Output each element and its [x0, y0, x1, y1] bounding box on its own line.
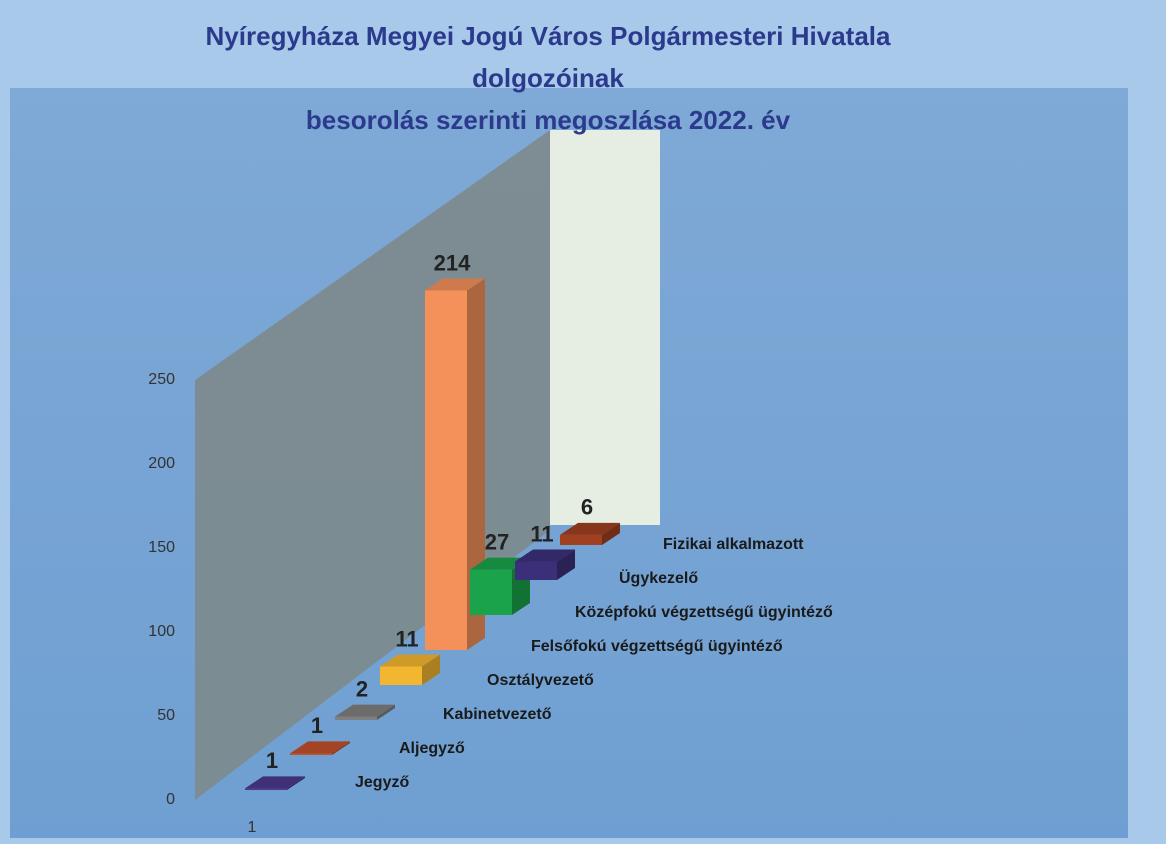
value-label: 11 — [530, 521, 553, 546]
bar-top — [515, 549, 575, 562]
category-label: Középfokú végzettségű ügyintéző — [575, 604, 833, 621]
bar — [425, 290, 467, 650]
bar-side — [332, 741, 350, 755]
value-label: 27 — [485, 529, 509, 554]
category-label: Jegyző — [355, 774, 409, 791]
side-wall — [550, 130, 660, 525]
chart-title: besorolás szerinti megoszlása 2022. év — [306, 105, 791, 135]
y-tick-label: 0 — [166, 791, 175, 808]
category-label: Kabinetvezető — [443, 706, 552, 723]
bar — [560, 534, 602, 545]
bar-top — [560, 522, 620, 535]
value-label: 1 — [266, 748, 278, 773]
category-label: Osztályvezető — [487, 672, 594, 689]
bar-side — [422, 654, 440, 685]
category-label: Ügykezelő — [619, 568, 698, 587]
y-tick-label: 50 — [157, 707, 175, 724]
y-tick-label: 150 — [148, 539, 175, 556]
bar — [335, 716, 377, 720]
value-label: 1 — [311, 713, 323, 738]
bar-side — [602, 522, 620, 545]
bar-top — [425, 278, 485, 291]
bar — [470, 569, 512, 615]
x-axis-label: 1 — [248, 819, 257, 836]
bar-top — [290, 741, 350, 754]
bar-top — [380, 654, 440, 667]
bar-side — [467, 278, 485, 650]
value-label: 6 — [581, 495, 593, 520]
chart-title: Nyíregyháza Megyei Jogú Város Polgármest… — [206, 21, 891, 51]
bar-side — [557, 549, 575, 580]
bar-side — [287, 776, 305, 790]
y-tick-label: 100 — [148, 623, 175, 640]
value-label: 11 — [395, 626, 418, 651]
category-label: Aljegyző — [399, 740, 465, 757]
value-label: 214 — [434, 250, 471, 275]
category-label: Felsőfokú végzettségű ügyintéző — [531, 638, 783, 655]
bar — [380, 666, 422, 685]
bar-top — [245, 776, 305, 789]
y-tick-label: 250 — [148, 371, 175, 388]
category-label: Fizikai alkalmazott — [663, 536, 804, 553]
chart-title: dolgozóinak — [472, 63, 624, 93]
bar-top — [335, 704, 395, 717]
y-tick-label: 200 — [148, 455, 175, 472]
value-label: 2 — [356, 676, 368, 701]
bar — [245, 788, 287, 790]
bar — [290, 753, 332, 755]
bar — [515, 561, 557, 580]
bar-side — [377, 704, 395, 720]
